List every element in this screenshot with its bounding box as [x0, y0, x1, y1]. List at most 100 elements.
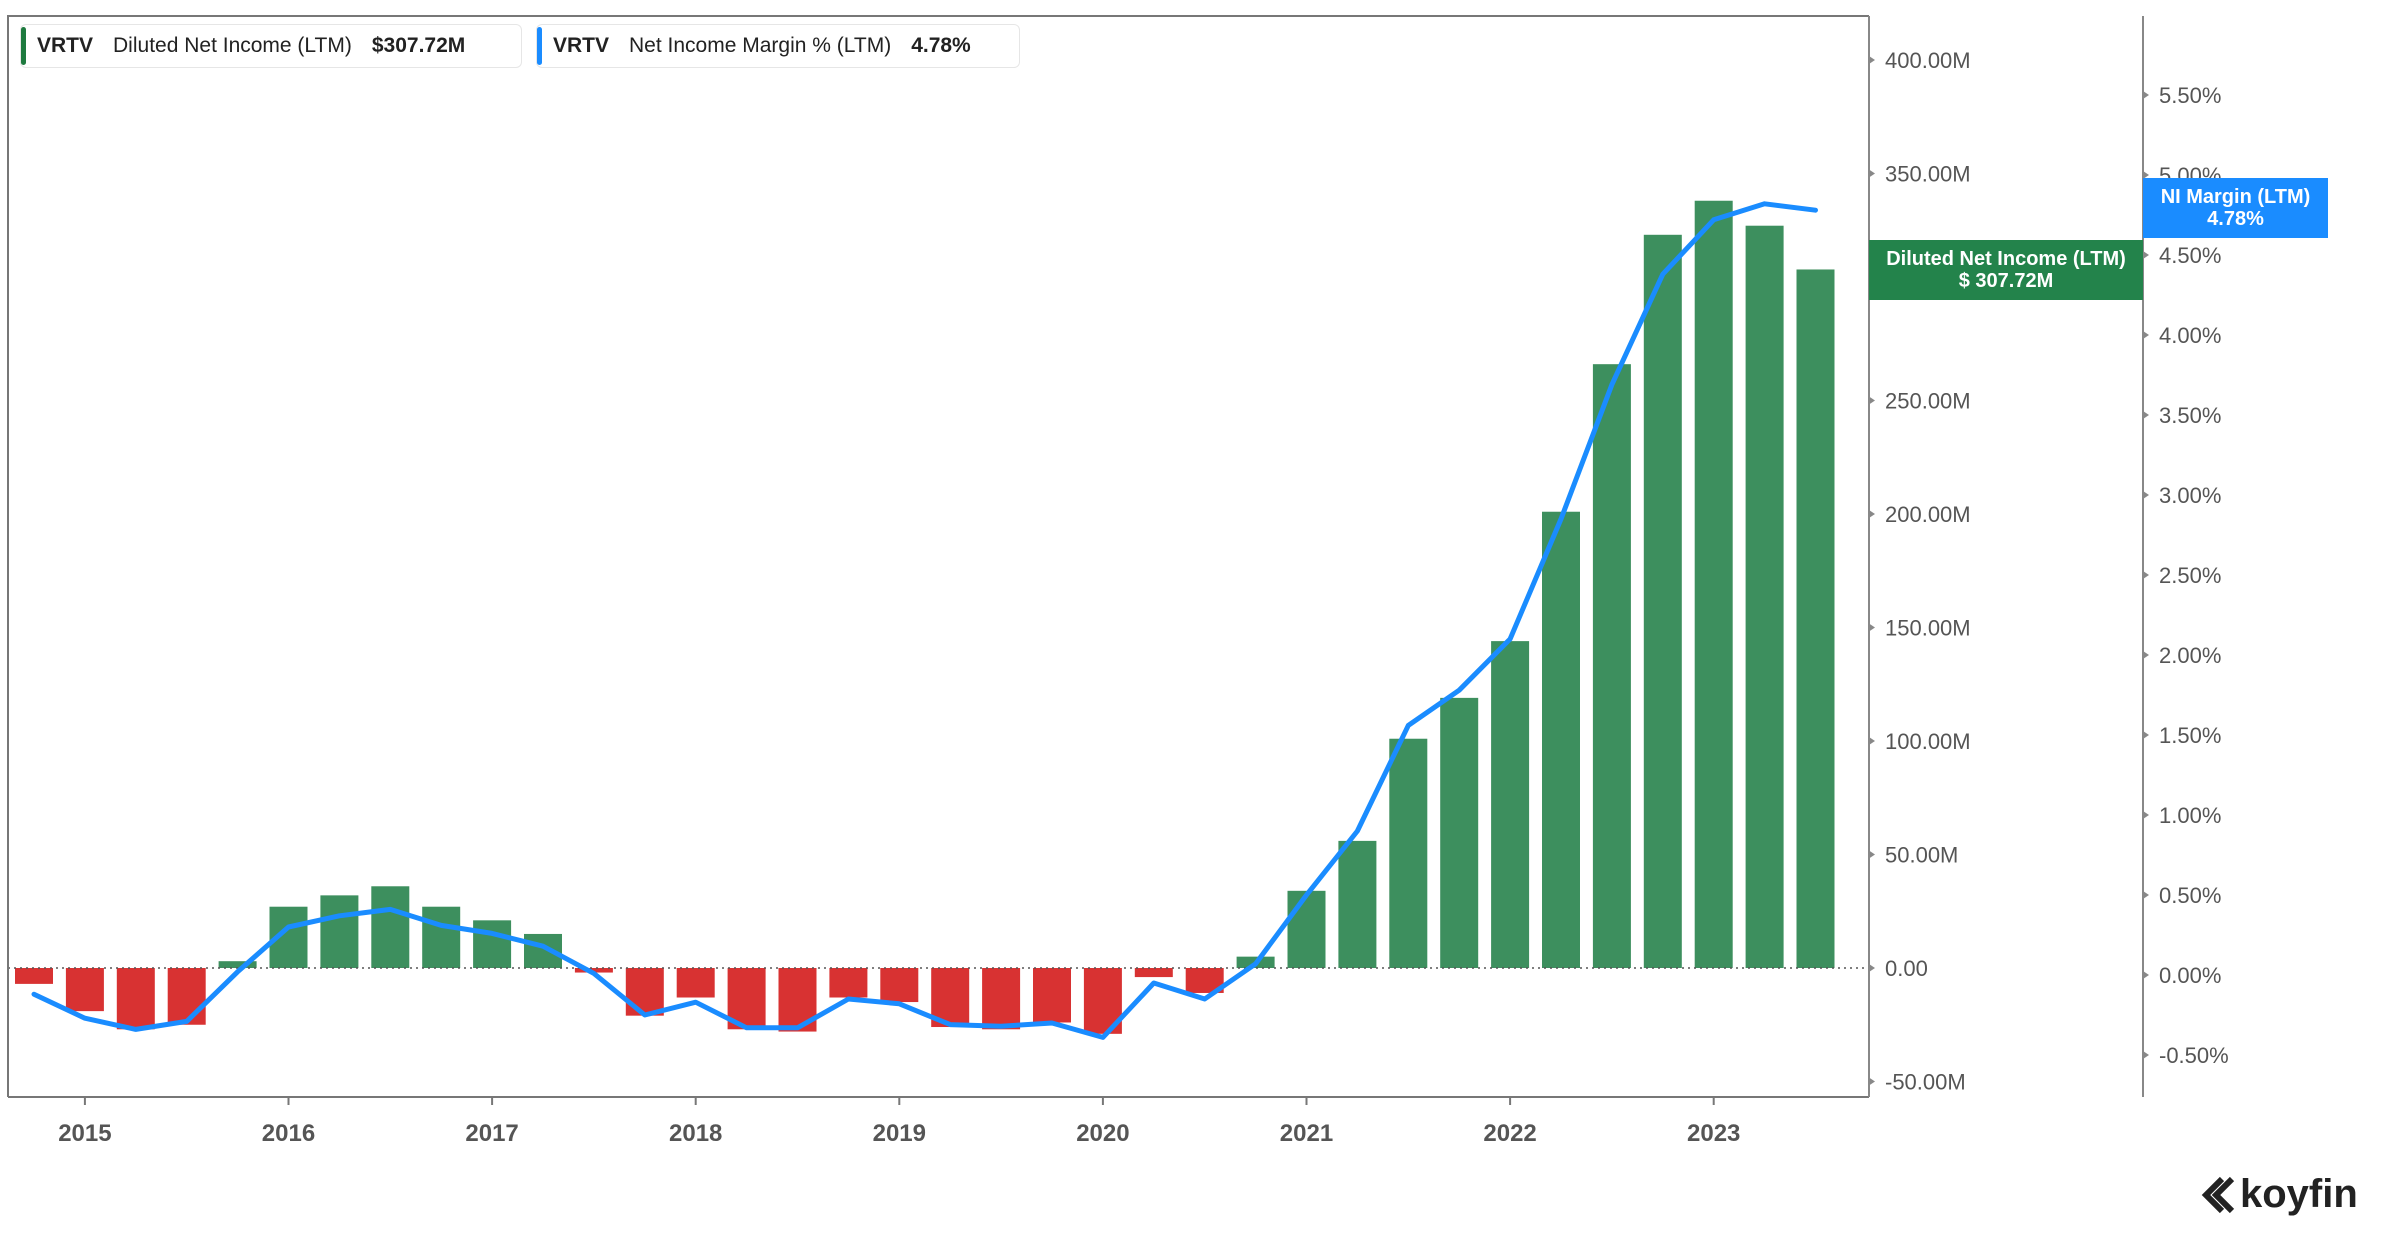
right-axis-tick — [2143, 731, 2149, 739]
bars — [15, 200, 1835, 1034]
x-axis-tick-label: 2020 — [1076, 1120, 1129, 1147]
x-axis-tick-label: 2016 — [262, 1120, 315, 1147]
income-bar — [218, 961, 257, 968]
right-axis-tick-label: 4.50% — [2159, 243, 2221, 268]
income-bar — [167, 968, 206, 1025]
income-bar — [371, 886, 410, 968]
left-axis-tick — [1869, 510, 1875, 518]
left-axis-tick-label: 0.00 — [1885, 956, 1928, 981]
margin-value-tag: NI Margin (LTM) 4.78% — [2143, 178, 2328, 238]
income-bar — [829, 968, 868, 998]
right-axis-tick — [2143, 251, 2149, 259]
right-axis-tick — [2143, 1051, 2149, 1059]
left-axis-tick-label: 150.00M — [1885, 616, 1971, 641]
income-bar — [1592, 364, 1631, 968]
right-axis-tick-label: 0.50% — [2159, 883, 2221, 908]
left-axis-tick — [1869, 1077, 1875, 1086]
right-axis-tick — [2143, 491, 2149, 499]
income-bar — [65, 968, 104, 1012]
income-bar — [1389, 738, 1428, 968]
left-axis-tick — [1869, 737, 1875, 745]
left-axis-tick-label: -50.00M — [1885, 1070, 1966, 1095]
right-axis-tick — [2143, 331, 2149, 339]
left-axis-tick-label: 400.00M — [1885, 48, 1971, 73]
legend-color-swatch — [21, 27, 26, 65]
right-axis-tick — [2143, 411, 2149, 419]
legend-series-name: Diluted Net Income (LTM) — [113, 34, 352, 57]
left-axis-tick-label: 200.00M — [1885, 502, 1971, 527]
income-bar — [1440, 697, 1479, 968]
income-bar — [1033, 968, 1071, 1023]
income-bar — [1287, 890, 1326, 968]
tag-label: NI Margin (LTM) — [2160, 186, 2311, 208]
right-axis-tick-label: 5.50% — [2159, 83, 2221, 108]
income-bar — [880, 968, 919, 1003]
left-axis-tick — [1869, 623, 1875, 632]
tag-value: 4.78% — [2207, 208, 2264, 230]
income-bar — [1134, 968, 1173, 978]
right-axis-tick-label: 4.00% — [2159, 323, 2221, 348]
income-bar — [1745, 225, 1784, 968]
left-axis-tick-label: 100.00M — [1885, 729, 1971, 754]
right-axis-tick — [2143, 571, 2149, 579]
legend-value: 4.78% — [911, 34, 971, 57]
x-axis-tick-label: 2021 — [1280, 1120, 1333, 1147]
legend-color-swatch — [537, 27, 542, 65]
income-bar — [422, 906, 461, 968]
legend-ticker: VRTV — [553, 34, 610, 57]
x-axis-tick-label: 2018 — [669, 1120, 722, 1147]
left-axis-tick — [1869, 56, 1875, 64]
net-income-value-tag: Diluted Net Income (LTM) $ 307.72M — [1869, 240, 2143, 300]
income-bar — [574, 968, 613, 973]
income-bar — [676, 968, 715, 998]
income-bar — [1796, 269, 1835, 968]
tag-value: $ 307.72M — [1958, 270, 2054, 292]
right-axis-tick-label: 2.50% — [2159, 563, 2221, 588]
income-bar — [1542, 511, 1580, 968]
income-bar — [625, 968, 664, 1016]
income-bar — [982, 968, 1021, 1030]
income-bar — [15, 968, 53, 984]
tag-label: Diluted Net Income (LTM) — [1886, 248, 2126, 270]
right-axis-tick — [2143, 171, 2149, 179]
income-bar — [1643, 234, 1682, 969]
right-axis-tick-label: 1.50% — [2159, 723, 2221, 748]
income-bar — [473, 920, 512, 968]
right-axis-tick — [2143, 91, 2149, 99]
right-axis-tick-label: 3.00% — [2159, 483, 2221, 508]
right-axis-tick — [2143, 891, 2149, 899]
x-axis-tick-label: 2022 — [1483, 1120, 1536, 1147]
legend-series-name: Net Income Margin % (LTM) — [629, 34, 892, 57]
legend-ticker: VRTV — [37, 34, 94, 57]
legend-net-income[interactable]: VRTV Diluted Net Income (LTM) $307.72M — [20, 24, 522, 68]
legend-value: $307.72M — [371, 34, 466, 57]
right-axis-tick — [2143, 811, 2149, 819]
left-axis-tick-label: 350.00M — [1885, 162, 1971, 187]
margin-series-line — [31, 201, 1818, 1040]
left-axis-tick — [1869, 396, 1875, 405]
koyfin-logo: koyfin — [2200, 1172, 2358, 1217]
income-bar — [1491, 641, 1530, 968]
legend-margin[interactable]: VRTV Net Income Margin % (LTM) 4.78% — [536, 24, 1020, 68]
x-axis-tick-label: 2017 — [465, 1120, 518, 1147]
right-axis-tick-label: 0.00% — [2159, 963, 2221, 988]
koyfin-logo-icon — [2201, 1176, 2235, 1213]
income-bar — [116, 968, 155, 1030]
right-axis-tick — [2143, 651, 2149, 659]
x-axis-tick-label: 2019 — [873, 1120, 926, 1147]
income-bar — [1694, 200, 1733, 969]
right-axis-tick-label: -0.50% — [2159, 1043, 2229, 1068]
x-axis-tick-label: 2023 — [1687, 1120, 1740, 1147]
right-axis-tick-label: 2.00% — [2159, 643, 2221, 668]
right-axis-tick — [2143, 971, 2149, 979]
axes: -50.00M 0.00 50.00M 100.00M 150.00M 200.00M 25… — [7, 15, 2229, 1147]
plot-border — [7, 15, 1869, 1097]
left-axis-tick — [1869, 964, 1875, 972]
x-axis-tick-label: 2015 — [58, 1120, 111, 1147]
income-bar — [320, 895, 359, 968]
left-axis-tick — [1869, 169, 1875, 178]
income-bar — [1338, 840, 1377, 968]
left-axis-tick-label: 250.00M — [1885, 389, 1971, 414]
left-axis-tick-label: 50.00M — [1885, 843, 1958, 868]
